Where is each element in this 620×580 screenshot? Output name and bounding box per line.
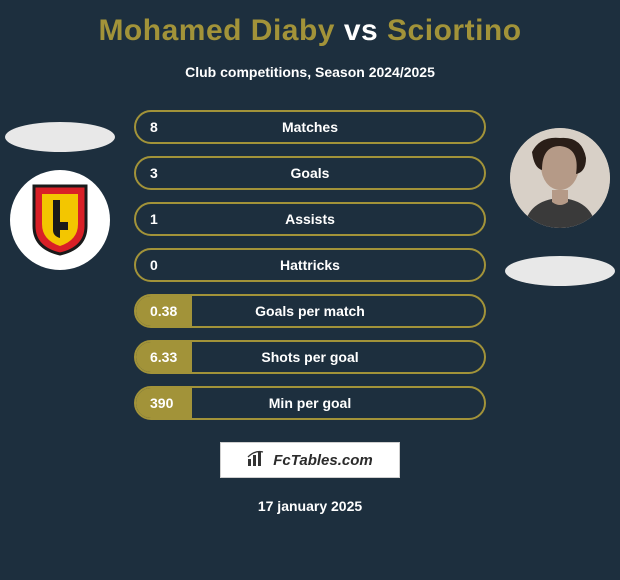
club-blob-right [505, 256, 615, 286]
stat-row: 8 Matches [134, 110, 486, 144]
stat-label: Shots per goal [261, 349, 358, 365]
vs-text: vs [344, 14, 378, 47]
club-blob-left [5, 122, 115, 152]
player2-name: Sciortino [387, 14, 522, 47]
stat-value-left: 6.33 [150, 349, 177, 365]
stats-table: 8 Matches 3 Goals 1 Assists 0 Hattricks … [134, 110, 486, 420]
stat-row: 6.33 Shots per goal [134, 340, 486, 374]
source-label: FcTables.com [273, 452, 372, 469]
stat-value-left: 1 [150, 211, 158, 227]
stat-row: 0 Hattricks [134, 248, 486, 282]
stat-row: 0.38 Goals per match [134, 294, 486, 328]
stat-label: Hattricks [280, 257, 340, 273]
stat-value-left: 0.38 [150, 303, 177, 319]
stat-label: Min per goal [269, 395, 351, 411]
stat-value-left: 3 [150, 165, 158, 181]
bars-icon [247, 449, 267, 471]
stat-value-left: 390 [150, 395, 173, 411]
stat-value-left: 8 [150, 119, 158, 135]
stat-label: Matches [282, 119, 338, 135]
player1-name: Mohamed Diaby [98, 14, 335, 47]
player1-avatar [10, 170, 110, 270]
stat-row: 1 Assists [134, 202, 486, 236]
stat-row: 390 Min per goal [134, 386, 486, 420]
stat-label: Assists [285, 211, 335, 227]
stat-row: 3 Goals [134, 156, 486, 190]
stat-label: Goals [291, 165, 330, 181]
club-crest-icon [30, 184, 90, 256]
date-text: 17 january 2025 [0, 498, 620, 514]
source-badge: FcTables.com [220, 442, 400, 478]
stat-label: Goals per match [255, 303, 365, 319]
stat-value-left: 0 [150, 257, 158, 273]
page-title: Mohamed Diaby vs Sciortino [0, 0, 620, 48]
subtitle: Club competitions, Season 2024/2025 [0, 64, 620, 80]
player2-avatar [510, 128, 610, 228]
